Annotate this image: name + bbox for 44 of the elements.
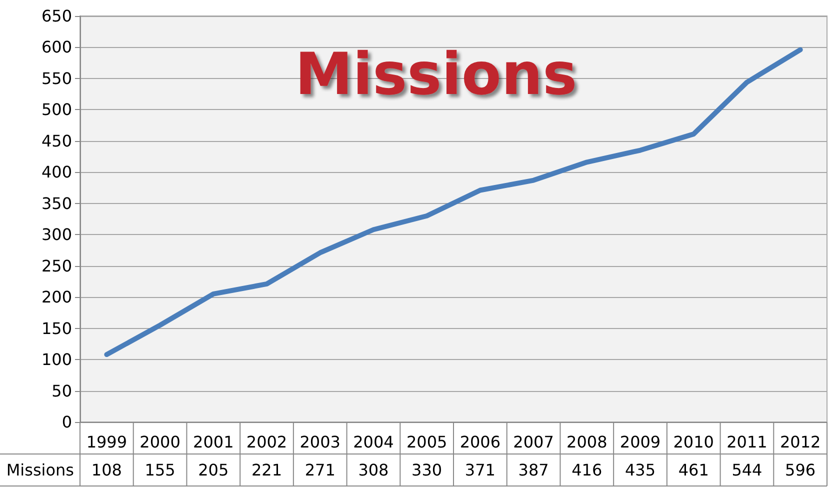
y-tick-label: 400 bbox=[41, 162, 72, 182]
x-tick-label: 2001 bbox=[193, 432, 234, 452]
y-tick-label: 50 bbox=[52, 381, 72, 400]
x-tick-label: 2008 bbox=[566, 432, 608, 452]
data-label: 461 bbox=[678, 460, 709, 480]
data-label: 155 bbox=[144, 460, 176, 480]
y-tick-label: 550 bbox=[41, 68, 72, 88]
y-tick-label: 450 bbox=[41, 131, 72, 150]
y-tick-label: 100 bbox=[41, 350, 72, 370]
data-label: 596 bbox=[785, 460, 816, 480]
y-tick-label: 300 bbox=[41, 225, 72, 244]
x-tick-label: 2012 bbox=[780, 432, 821, 452]
data-label: 387 bbox=[518, 460, 549, 480]
chart-title: Missions bbox=[295, 40, 578, 108]
data-label: 435 bbox=[624, 460, 656, 480]
x-tick-label: 2003 bbox=[300, 432, 340, 452]
x-tick-label: 1999 bbox=[86, 432, 128, 452]
data-label: 221 bbox=[251, 460, 282, 480]
data-label: 544 bbox=[732, 460, 762, 480]
x-tick-label: 2004 bbox=[353, 432, 394, 452]
y-tick-label: 600 bbox=[41, 38, 72, 57]
x-tick-label: 2006 bbox=[460, 432, 501, 452]
data-label: 108 bbox=[91, 460, 122, 480]
data-label: 371 bbox=[464, 460, 496, 480]
y-tick-label: 650 bbox=[41, 6, 72, 26]
y-tick-label: 0 bbox=[62, 412, 72, 432]
y-tick-label: 200 bbox=[41, 288, 72, 307]
y-tick-label: 500 bbox=[41, 100, 72, 120]
x-tick-label: 2002 bbox=[246, 432, 288, 452]
data-label: 308 bbox=[358, 460, 389, 480]
y-tick-label: 350 bbox=[41, 194, 72, 213]
x-tick-label: 2000 bbox=[140, 432, 180, 452]
y-tick-label: 250 bbox=[41, 256, 72, 276]
data-label: 205 bbox=[198, 460, 229, 480]
data-label: 330 bbox=[412, 460, 442, 480]
x-tick-label: 2009 bbox=[620, 432, 661, 452]
data-label: 271 bbox=[304, 460, 336, 480]
x-tick-label: 2005 bbox=[406, 432, 448, 452]
x-tick-label: 2010 bbox=[673, 432, 714, 452]
text: Missions bbox=[6, 460, 74, 480]
data-label: 416 bbox=[572, 460, 602, 480]
x-tick-label: 2007 bbox=[513, 432, 554, 452]
x-tick-label: 2011 bbox=[726, 432, 768, 452]
y-tick-label: 150 bbox=[41, 318, 72, 338]
